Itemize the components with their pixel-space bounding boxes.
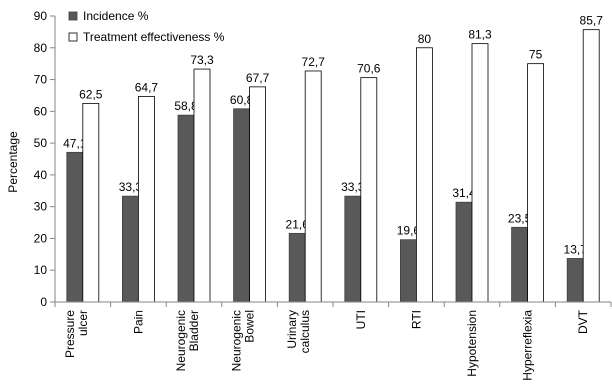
bar-incidence	[122, 195, 139, 303]
y-tick-label: 50	[34, 136, 48, 150]
x-tick-label-line: Hypotension	[465, 310, 479, 377]
x-tick-label-line: Urinary	[285, 310, 299, 349]
y-axis-title: Percentage	[6, 131, 20, 193]
x-tick-label-line: Pressure	[63, 310, 77, 358]
x-tick-label: NeurogenicBowel	[230, 310, 257, 371]
x-tick-label: Pressureulcer	[63, 310, 90, 358]
data-label: 13,7	[564, 242, 588, 256]
data-label: 21,6	[286, 217, 310, 231]
x-tick-label-line: ulcer	[76, 310, 90, 336]
bar-incidence	[66, 151, 84, 303]
y-axis: 0 10 20 30 40 50 60 70 80 90	[34, 9, 56, 309]
x-tick-label: Hypotension	[465, 310, 479, 377]
bars: 47,1 62,5 33,3 64,7 58,8 73,3 60,8 67,7 21,6 72,7…	[63, 14, 604, 303]
x-tick-label-line: DVT	[576, 309, 590, 334]
bar-treatment-effectiveness	[582, 29, 600, 303]
bar-incidence	[177, 114, 195, 303]
bar-treatment-effectiveness	[137, 95, 155, 303]
data-label: 62,5	[79, 87, 103, 101]
data-label: 31,4	[452, 186, 476, 200]
x-tick-label: DVT	[576, 309, 590, 334]
y-tick-label: 70	[34, 73, 48, 87]
y-tick-label: 0	[40, 295, 47, 309]
x-tick-label-line: RTI	[409, 310, 423, 329]
data-label: 75	[529, 48, 543, 62]
data-label: 47,1	[63, 136, 87, 150]
legend-label-incidence: Incidence %	[83, 9, 149, 23]
bar-incidence	[288, 232, 306, 303]
bar-incidence	[455, 201, 473, 303]
data-label: 81,3	[468, 28, 492, 42]
legend-swatch-treatment-effectiveness	[68, 32, 78, 42]
y-tick-label: 90	[34, 9, 48, 23]
x-axis: Pressureulcer Pain NeurogenicBladder Neurog…	[54, 301, 612, 381]
y-tick-label: 30	[34, 200, 48, 214]
data-label: 58,8	[174, 99, 198, 113]
x-tick-label-line: Pain	[131, 310, 145, 334]
y-tick-label: 20	[34, 231, 48, 245]
x-tick-label-line: Bladder	[187, 310, 201, 351]
data-label: 33,3	[341, 180, 365, 194]
bar-incidence	[566, 258, 584, 303]
bar-treatment-effectiveness	[193, 68, 211, 303]
bar-incidence	[233, 108, 251, 303]
x-tick-label: NeurogenicBladder	[174, 310, 201, 371]
bar-treatment-effectiveness	[360, 77, 378, 303]
legend-label-treatment-effectiveness: Treatment effectiveness %	[83, 30, 225, 44]
bar-incidence	[344, 195, 362, 303]
bar-incidence	[399, 239, 417, 303]
data-label: 23,5	[508, 211, 532, 225]
data-label: 73,3	[190, 53, 214, 67]
x-tick-label-line: Hyperreflexia	[521, 310, 535, 381]
x-tick-label: RTI	[409, 310, 423, 329]
bar-treatment-effectiveness	[527, 63, 544, 303]
x-tick-label-line: calculus	[298, 310, 312, 353]
data-label: 72,7	[302, 55, 326, 69]
legend: Incidence % Treatment effectiveness %	[68, 9, 225, 44]
y-tick-label: 80	[34, 41, 48, 55]
y-tick-label: 40	[34, 168, 48, 182]
data-label: 70,6	[357, 62, 381, 76]
data-label: 85,7	[580, 14, 604, 28]
y-tick-label: 10	[34, 263, 48, 277]
x-tick-label-line: Bowel	[243, 310, 257, 343]
x-tick-label: Urinarycalculus	[285, 310, 312, 353]
y-tick-label: 60	[34, 104, 48, 118]
x-tick-label-line: Neurogenic	[174, 310, 188, 371]
data-label: 19,6	[397, 224, 421, 238]
x-tick-label-line: UTI	[354, 310, 368, 329]
x-tick-label-line: Neurogenic	[230, 310, 244, 371]
legend-swatch-incidence	[68, 11, 78, 21]
data-label: 67,7	[246, 71, 270, 85]
data-label: 64,7	[135, 80, 159, 94]
x-tick-label: Hyperreflexia	[521, 310, 535, 381]
x-tick-label: UTI	[354, 310, 368, 329]
data-label: 80	[418, 32, 432, 46]
bar-treatment-effectiveness	[471, 43, 489, 303]
x-tick-label: Pain	[131, 310, 145, 334]
bar-treatment-effectiveness	[304, 70, 322, 303]
bar-incidence	[511, 226, 529, 303]
bar-treatment-effectiveness	[249, 86, 267, 303]
data-label: 60,8	[230, 93, 254, 107]
bar-treatment-effectiveness	[82, 102, 100, 303]
bar-treatment-effectiveness	[415, 47, 433, 303]
data-label: 33,3	[119, 180, 143, 194]
